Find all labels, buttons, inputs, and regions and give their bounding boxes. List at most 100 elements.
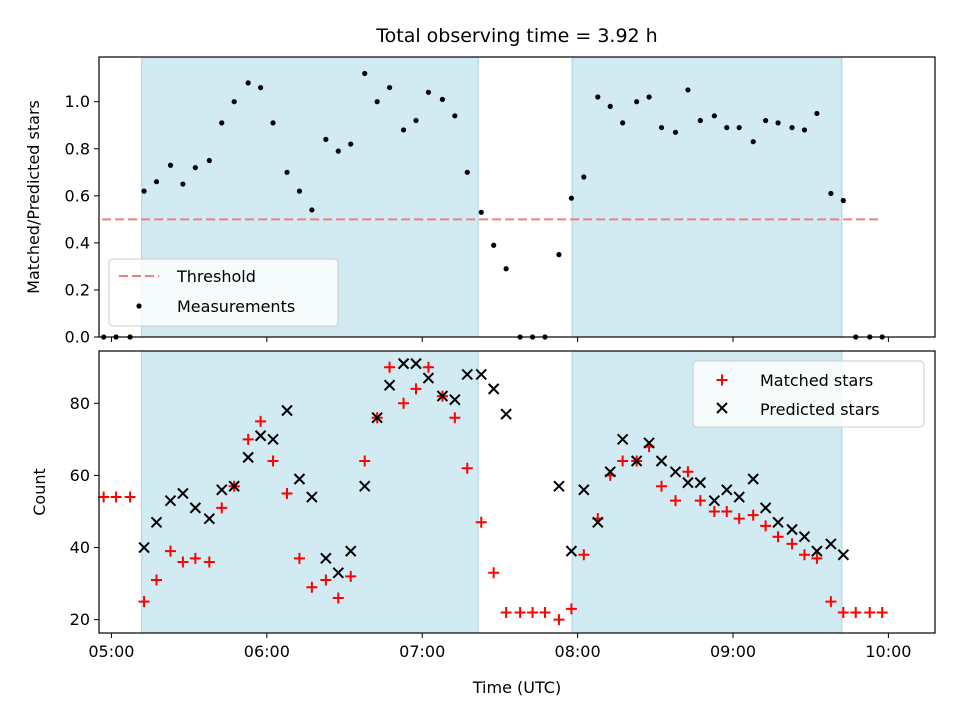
- predicted-stars-point: [655, 455, 668, 467]
- matched-stars-point: [694, 495, 706, 507]
- predicted-stars-point: [708, 494, 721, 507]
- matched-stars-point: [359, 455, 371, 467]
- predicted-stars-point: [422, 372, 435, 384]
- legend-measurements-swatch: [136, 303, 142, 309]
- predicted-stars-point: [578, 484, 590, 496]
- measurement-point: [828, 190, 834, 197]
- bottom-y-tick-label: 40: [70, 538, 90, 557]
- measurement-point: [206, 157, 212, 164]
- top-legend-box: [108, 258, 339, 327]
- predicted-stars-point: [747, 473, 759, 485]
- measurement-point: [620, 120, 626, 126]
- chart-title: Total observing time = 3.92 h: [375, 25, 657, 47]
- bottom-panel: 05:00 06:00 07:00 08:00 09:00 10:00 20 40 60 80 Ma…: [70, 350, 936, 661]
- matched-stars-point: [850, 606, 862, 618]
- bottom-x-tick-label: 09:00: [710, 642, 756, 661]
- top-axes-frame: [98, 56, 936, 338]
- matched-stars-point: [786, 538, 798, 550]
- predicted-stars-point: [189, 502, 202, 514]
- predicted-stars-point: [643, 437, 655, 449]
- measurement-point: [478, 209, 484, 215]
- top-y-tick-label: 0.4: [65, 233, 90, 252]
- matched-stars-point: [410, 383, 422, 395]
- matched-stars-point: [332, 592, 344, 604]
- matched-stars-point: [721, 505, 733, 517]
- matched-stars-point: [772, 531, 784, 543]
- predicted-stars-point: [203, 512, 216, 525]
- matched-stars-point: [798, 549, 810, 561]
- measurement-point: [814, 110, 820, 117]
- matched-stars-point: [656, 480, 668, 492]
- measurement-point: [697, 117, 703, 124]
- measurement-point: [581, 174, 587, 180]
- legend-matched-label: Matched stars: [760, 371, 873, 390]
- matched-stars-point: [320, 574, 332, 586]
- measurement-point: [634, 99, 640, 105]
- predicted-stars-point: [397, 357, 410, 370]
- measurement-point: [658, 124, 665, 131]
- legend-matched-swatch: [716, 374, 728, 386]
- measurement-point: [258, 84, 264, 91]
- matched-stars-point: [669, 495, 681, 507]
- measurement-point: [801, 127, 808, 133]
- matched-stars-point: [203, 556, 215, 568]
- measurement-point: [789, 124, 795, 131]
- matched-stars-point: [825, 596, 837, 608]
- matched-stars-point: [864, 606, 876, 618]
- measurement-point: [491, 242, 497, 248]
- predicted-stars-point: [371, 412, 383, 424]
- measurement-point: [219, 120, 225, 126]
- predicted-stars-point: [150, 516, 163, 528]
- matched-stars-point: [281, 487, 293, 499]
- predicted-stars-point: [383, 379, 396, 391]
- predicted-stars-point: [630, 455, 643, 467]
- predicted-stars-point: [721, 484, 733, 496]
- predicted-stars-point: [267, 433, 279, 446]
- matched-stars-point: [811, 552, 823, 564]
- bottom-axes-frame: [98, 350, 936, 634]
- predicted-stars-point: [461, 368, 473, 381]
- bottom-legend-box: [692, 360, 925, 428]
- matched-stars-point: [422, 361, 434, 373]
- bottom-y-tick-label: 80: [70, 394, 90, 413]
- measurement-point: [231, 99, 237, 105]
- measurement-point: [724, 124, 730, 131]
- measurement-point: [711, 113, 717, 119]
- predicted-stars-point: [798, 531, 811, 543]
- measurement-point: [270, 120, 276, 126]
- matched-stars-point: [733, 513, 745, 525]
- top-shaded-region: [572, 57, 842, 337]
- measurement-point: [464, 169, 470, 175]
- top-y-tick-label: 0.8: [65, 139, 90, 158]
- predicted-stars-point: [293, 473, 306, 485]
- top-y-tick-label: 0.6: [65, 186, 90, 205]
- predicted-stars-point: [592, 516, 604, 528]
- bottom-x-tick-label: 07:00: [399, 642, 445, 661]
- predicted-stars-point: [825, 538, 837, 550]
- matched-stars-point: [293, 552, 305, 564]
- predicted-stars-point: [164, 494, 177, 507]
- predicted-stars-point: [733, 491, 745, 503]
- bottom-y-tick-label: 60: [70, 466, 90, 485]
- bottom-y-tick-label: 20: [70, 610, 90, 629]
- predicted-stars-point: [216, 484, 228, 496]
- predicted-stars-point: [306, 491, 318, 503]
- matched-stars-point: [384, 361, 396, 373]
- measurement-point: [736, 124, 742, 131]
- measurement-point: [167, 162, 174, 168]
- predicted-stars-point: [320, 552, 332, 565]
- predicted-stars-point: [177, 487, 189, 500]
- top-y-axis-label: Matched/Predicted stars: [24, 100, 43, 294]
- measurement-point: [595, 94, 601, 100]
- predicted-stars-point: [500, 408, 512, 420]
- predicted-stars-point: [332, 567, 345, 579]
- predicted-stars-point: [345, 545, 357, 557]
- predicted-stars-point: [359, 480, 371, 492]
- measurement-point: [296, 188, 303, 194]
- measurement-point: [180, 181, 186, 187]
- matched-stars-point: [708, 505, 720, 517]
- legend-predicted-swatch: [716, 402, 728, 414]
- measurement-point: [362, 70, 368, 77]
- matched-stars-point: [565, 603, 577, 615]
